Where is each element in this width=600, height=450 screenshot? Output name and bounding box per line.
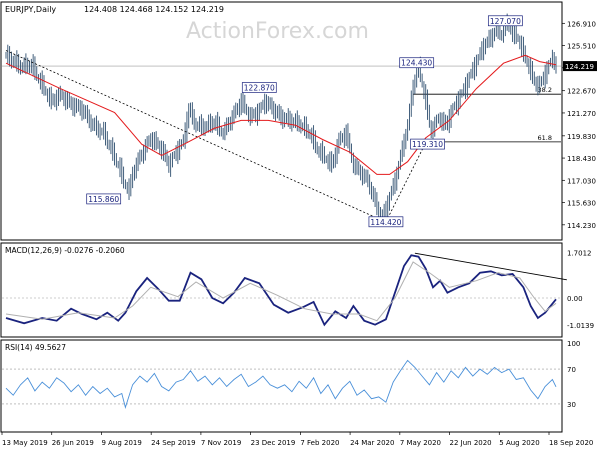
date-axis-label: 24 Sep 2019: [151, 439, 195, 447]
date-axis-label: 7 Feb 2020: [300, 439, 339, 447]
date-axis-label: 23 Dec 2019: [251, 439, 296, 447]
price-axis-label: 118.430: [567, 155, 596, 163]
date-axis-label: 22 Jun 2020: [450, 439, 492, 447]
macd-plot: [2, 252, 567, 327]
price-tag-box: [563, 61, 597, 72]
price-axis-label: 122.670: [567, 88, 596, 96]
macd-axis-label: 0.00: [567, 295, 583, 303]
trendline: [385, 142, 427, 222]
rsi-plot: [2, 359, 561, 410]
price-panel-frame: [0, 1, 563, 241]
rsi-panel-frame: [0, 339, 563, 433]
price-axis-label: 117.030: [567, 177, 596, 185]
rsi-axis-label: 70: [567, 366, 576, 374]
fib-level-label: 38.2: [538, 86, 552, 94]
fib-level-label: 61.8: [538, 134, 552, 142]
rsi-axis-label: 30: [567, 401, 576, 409]
date-axis-label: 13 May 2019: [2, 439, 48, 447]
level-annotation-label: 115.860: [88, 195, 119, 204]
macd-signal-line: [5, 261, 557, 322]
level-annotation-label: 119.310: [412, 140, 443, 149]
price-tag-label: 124.219: [565, 63, 594, 71]
date-axis-label: 26 Jun 2019: [52, 439, 94, 447]
date-axis-label: 9 Aug 2019: [101, 439, 141, 447]
level-annotation-label: 127.070: [490, 17, 521, 26]
rsi-title: RSI(14) 49.5627: [5, 343, 66, 352]
moving-average-line: [5, 54, 557, 175]
date-axis-label: 24 Mar 2020: [350, 439, 394, 447]
price-axis-label: 114.230: [567, 222, 596, 230]
rsi-line: [5, 359, 557, 410]
price-axis-label: 126.910: [567, 20, 596, 28]
macd-panel-frame: [0, 242, 563, 338]
axes: 126.910125.510124.110122.670121.270119.8…: [1, 20, 597, 447]
trendline: [5, 50, 387, 223]
level-annotation-box: [410, 138, 445, 150]
date-axis-label: 5 Aug 2020: [499, 439, 539, 447]
date-axis-label: 18 Sep 2020: [549, 439, 593, 447]
macd-trendline: [414, 252, 567, 281]
watermark: ActionForex.com: [186, 19, 369, 44]
price-plot: 38.2 61.8 115.860 122.870 124.430 119.310 127.…: [2, 13, 561, 228]
price-axis-label: 119.830: [567, 133, 596, 141]
level-annotation-box: [368, 216, 404, 228]
rsi-axis-label: 100: [567, 340, 580, 348]
price-axis-label: 121.270: [567, 110, 596, 118]
level-annotation-label: 114.420: [370, 218, 401, 227]
level-annotation-box: [86, 193, 122, 205]
macd-title: MACD(12,26,9) -0.0276 -0.2060: [5, 246, 125, 255]
ohlc-readout: 124.408 124.468 124.152 124.219: [84, 5, 224, 14]
symbol-label: EURJPY,Daily: [5, 5, 56, 14]
level-annotation-box: [487, 15, 523, 27]
level-annotation-label: 124.430: [401, 59, 432, 68]
date-axis-label: 7 Nov 2019: [201, 439, 241, 447]
date-axis-label: 7 May 2020: [400, 439, 441, 447]
macd-axis-label: -1.0139: [567, 322, 594, 330]
price-axis-label: 115.630: [567, 200, 596, 208]
level-annotation-box: [241, 82, 277, 93]
macd-main-line: [5, 254, 557, 327]
level-annotation-label: 122.870: [244, 84, 275, 93]
price-axis-label: 125.510: [567, 43, 596, 51]
macd-axis-label: 1.7012: [567, 250, 592, 258]
level-annotation-box: [399, 57, 435, 69]
